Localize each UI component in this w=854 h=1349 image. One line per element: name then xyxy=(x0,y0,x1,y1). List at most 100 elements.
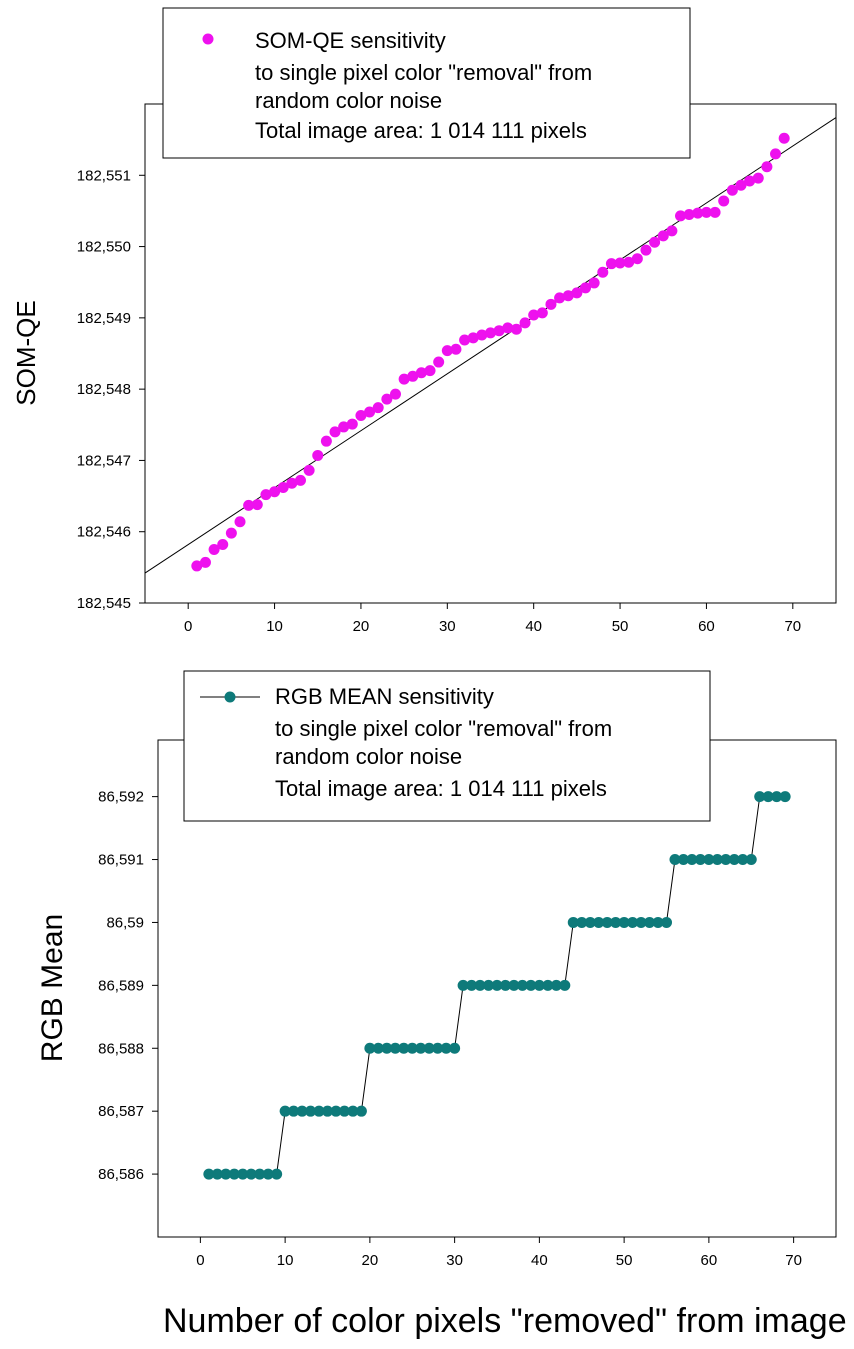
rgb-mean-data-point xyxy=(728,854,740,866)
rgb-mean-data-point xyxy=(355,1105,367,1117)
som-qe-data-point xyxy=(597,266,609,278)
som-qe-x-tick-label: 50 xyxy=(612,618,629,635)
som-qe-data-point xyxy=(433,356,445,368)
rgb-mean-data-point xyxy=(542,979,554,991)
som-qe-data-point xyxy=(700,206,712,218)
som-qe-y-tick-label: 182,550 xyxy=(77,239,131,256)
rgb-mean-data-point xyxy=(567,916,579,928)
rgb-mean-data-point xyxy=(449,1042,461,1054)
rgb-mean-data-point xyxy=(686,854,698,866)
som-qe-data-point xyxy=(303,464,315,476)
som-qe-data-point xyxy=(407,370,419,382)
som-qe-data-point xyxy=(234,516,246,528)
som-qe-data-point xyxy=(761,161,773,173)
som-qe-legend-line-1: SOM-QE sensitivity xyxy=(255,28,446,53)
som-qe-data-point xyxy=(312,449,324,461)
som-qe-data-point xyxy=(735,179,747,191)
rgb-mean-x-tick-label: 0 xyxy=(196,1252,204,1269)
rgb-mean-y-axis-title: RGB Mean xyxy=(36,914,69,1062)
som-qe-data-point xyxy=(683,208,695,220)
som-qe-data-point xyxy=(666,225,678,237)
rgb-mean-data-point xyxy=(644,916,656,928)
som-qe-data-point xyxy=(459,334,471,346)
rgb-mean-data-point xyxy=(330,1105,342,1117)
som-qe-data-point xyxy=(338,421,350,433)
som-qe-x-tick-label: 60 xyxy=(698,618,715,635)
rgb-mean-data-point xyxy=(745,854,757,866)
som-qe-data-point xyxy=(191,560,203,572)
rgb-mean-legend: RGB MEAN sensitivity to single pixel col… xyxy=(183,670,711,822)
rgb-mean-data-point xyxy=(516,979,528,991)
som-qe-fit-line-group xyxy=(144,117,837,574)
rgb-mean-data-point xyxy=(771,791,783,803)
som-qe-legend-line-4: Total image area: 1 014 111 pixels xyxy=(255,118,587,143)
rgb-mean-data-point xyxy=(584,916,596,928)
som-qe-x-tick-label: 0 xyxy=(184,618,192,635)
rgb-mean-data-point xyxy=(483,979,495,991)
som-qe-data-point xyxy=(752,172,764,184)
som-qe-data-point xyxy=(623,256,635,268)
rgb-mean-data-point xyxy=(271,1168,283,1180)
rgb-mean-data-point xyxy=(499,979,511,991)
som-qe-data-point xyxy=(286,477,298,489)
som-qe-plot-frame xyxy=(144,103,837,604)
rgb-mean-x-ticks: 0 10 20 30 40 50 60 70 xyxy=(196,1237,802,1269)
rgb-mean-data-point xyxy=(669,854,681,866)
som-qe-data-point xyxy=(770,148,782,160)
rgb-mean-chart: 0 10 20 30 40 50 60 70 86,586 86,587 86,588 86,589… xyxy=(36,670,847,1340)
som-qe-data-point xyxy=(277,482,289,494)
som-qe-data-point xyxy=(631,253,643,265)
rgb-mean-data-point xyxy=(762,791,774,803)
som-qe-data-point xyxy=(657,230,669,242)
som-qe-data-point xyxy=(493,325,505,337)
som-qe-y-tick-label: 182,546 xyxy=(77,524,131,541)
som-qe-data-point xyxy=(562,290,574,302)
rgb-mean-data-point xyxy=(237,1168,249,1180)
rgb-mean-x-tick-label: 10 xyxy=(277,1252,294,1269)
som-qe-data-point xyxy=(571,287,583,299)
som-qe-data-point xyxy=(528,309,540,321)
rgb-mean-data-point xyxy=(694,854,706,866)
rgb-mean-data-point xyxy=(779,791,791,803)
rgb-mean-data-point xyxy=(364,1042,376,1054)
som-qe-data-point xyxy=(450,343,462,355)
som-qe-data-point xyxy=(709,206,721,218)
som-qe-data-point xyxy=(294,474,306,486)
som-qe-legend-line-3: random color noise xyxy=(255,88,442,113)
rgb-mean-data-point xyxy=(254,1168,266,1180)
rgb-mean-data-point xyxy=(550,979,562,991)
rgb-mean-x-tick-label: 70 xyxy=(785,1252,802,1269)
som-qe-data-point xyxy=(545,298,557,310)
som-qe-legend-line-2: to single pixel color "removal" from xyxy=(255,60,592,85)
som-qe-y-tick-label: 182,549 xyxy=(77,310,131,327)
som-qe-legend-box xyxy=(162,7,691,159)
rgb-mean-data-point xyxy=(652,916,664,928)
som-qe-data-point xyxy=(329,426,341,438)
som-qe-y-tick-label: 182,551 xyxy=(77,167,131,184)
rgb-mean-data-point xyxy=(635,916,647,928)
som-qe-y-tick-label: 182,545 xyxy=(77,595,131,612)
rgb-mean-data-point xyxy=(423,1042,435,1054)
rgb-mean-x-axis-title: Number of color pixels "removed" from im… xyxy=(163,1302,847,1340)
rgb-mean-y-tick-label: 86,591 xyxy=(98,852,144,869)
rgb-mean-data-point xyxy=(211,1168,223,1180)
som-qe-data-point xyxy=(424,365,436,377)
rgb-mean-data-point xyxy=(457,979,469,991)
rgb-mean-data-point xyxy=(711,854,723,866)
rgb-mean-legend-box xyxy=(183,670,711,822)
som-qe-data-point xyxy=(476,329,488,341)
rgb-mean-data-point xyxy=(322,1105,333,1117)
rgb-mean-data-point xyxy=(677,854,689,866)
rgb-mean-data-point xyxy=(372,1042,384,1054)
som-qe-chart: 0 10 20 30 40 50 60 70 182,545182,546182,547182… xyxy=(11,7,837,635)
rgb-mean-y-tick-label: 86,588 xyxy=(98,1040,144,1057)
rgb-mean-data-point xyxy=(576,916,588,928)
som-qe-legend-marker xyxy=(202,33,214,45)
rgb-mean-y-tick-label: 86,592 xyxy=(98,789,144,806)
som-qe-data-point xyxy=(649,236,661,248)
som-qe-data-point xyxy=(675,210,687,222)
rgb-mean-data-point xyxy=(533,979,545,991)
som-qe-x-tick-label: 30 xyxy=(439,618,456,635)
rgb-mean-data-point xyxy=(432,1042,444,1054)
som-qe-y-tick-label: 182,548 xyxy=(77,381,131,398)
